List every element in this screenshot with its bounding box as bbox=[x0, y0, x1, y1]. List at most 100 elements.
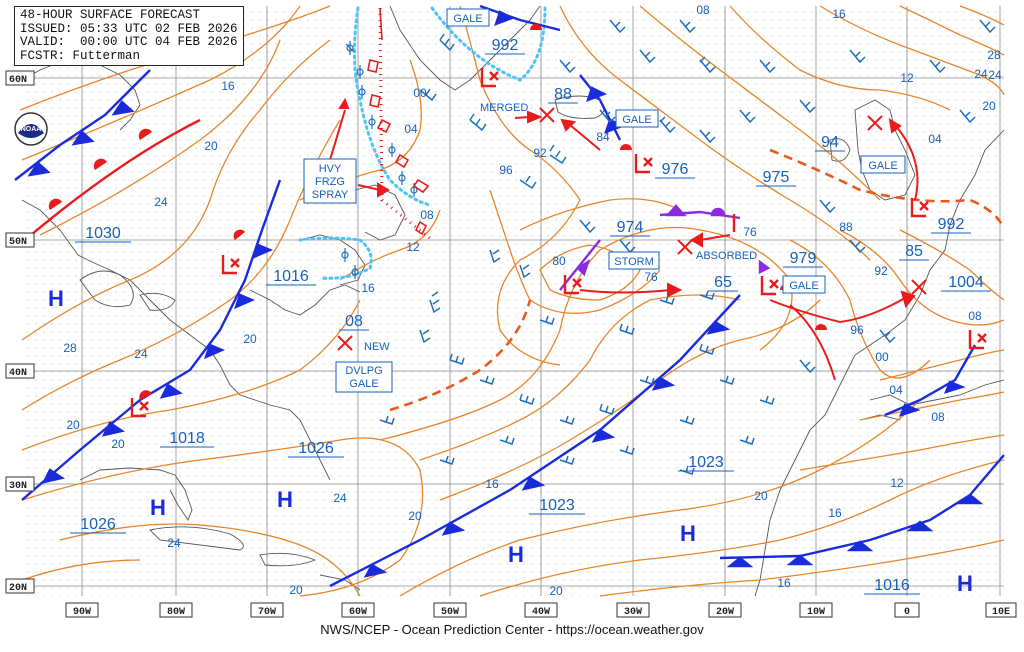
high-pressure: 1026 bbox=[298, 440, 334, 457]
lon-40w: 40W bbox=[532, 607, 550, 618]
lat-60n: 60N bbox=[9, 75, 27, 86]
header-issued: ISSUED: 05:33 UTC 02 FEB 2026 bbox=[20, 21, 238, 36]
isobar-label: 08 bbox=[420, 208, 434, 222]
isobar-label: 28 bbox=[63, 341, 77, 355]
coastlines bbox=[21, 5, 1005, 597]
isobar-label: 20 bbox=[243, 332, 257, 346]
high-pressure: 1026 bbox=[80, 516, 116, 533]
high-pressure: 1016 bbox=[874, 577, 910, 594]
annotations: MERGED ABSORBED NEW bbox=[364, 102, 757, 353]
isobar-label: 20 bbox=[289, 583, 303, 597]
lon-60w: 60W bbox=[349, 607, 367, 618]
isobar-label: 20 bbox=[204, 139, 218, 153]
isobar-label: 12 bbox=[890, 476, 904, 490]
isobar-label: 04 bbox=[404, 122, 418, 136]
isobar-label: 16 bbox=[361, 281, 375, 295]
isobar-labels: 16 20 24 28 24 20 20 24 20 24 20 16 00 0… bbox=[63, 3, 1002, 598]
isobar-label: 16 bbox=[221, 79, 235, 93]
freezing-spray-symbols bbox=[341, 41, 418, 279]
forecast-header: 48-HOUR SURFACE FORECAST ISSUED: 05:33 UT… bbox=[14, 6, 244, 66]
isobar-label: 84 bbox=[596, 130, 610, 144]
lon-20w: 20W bbox=[716, 607, 734, 618]
hvy-frzg-spray-line3: SPRAY bbox=[312, 189, 349, 201]
low-pressure: 1004 bbox=[948, 274, 984, 291]
isobar-label: 24 bbox=[333, 491, 347, 505]
isobar-label: 20 bbox=[66, 418, 80, 432]
isobar-label: 04 bbox=[928, 132, 942, 146]
high-symbol: H bbox=[48, 286, 64, 311]
lat-50n: 50N bbox=[9, 237, 27, 248]
noaa-logo: NOAA bbox=[14, 112, 48, 146]
isobar-label: 24 bbox=[988, 68, 1002, 82]
new-label: NEW bbox=[364, 341, 390, 353]
isobar-label: 24 bbox=[974, 67, 988, 81]
lon-30w: 30W bbox=[624, 607, 642, 618]
occluded-fronts bbox=[559, 204, 771, 291]
gale-label: GALE bbox=[789, 280, 818, 292]
header-forecaster: FCSTR: Futterman bbox=[20, 48, 141, 63]
header-title: 48-HOUR SURFACE FORECAST bbox=[20, 8, 201, 22]
lon-10w: 10W bbox=[807, 607, 825, 618]
isobar-label: 08 bbox=[931, 410, 945, 424]
low-pressure: 88 bbox=[554, 86, 572, 103]
lat-40n: 40N bbox=[9, 368, 27, 379]
lon-70w: 70W bbox=[258, 607, 276, 618]
storm-label: STORM bbox=[614, 256, 654, 268]
isobar-label: 20 bbox=[408, 509, 422, 523]
dissipating-lows bbox=[337, 107, 927, 351]
lat-20n: 20N bbox=[9, 583, 27, 594]
isobar-label: 92 bbox=[874, 264, 888, 278]
high-symbol: H bbox=[957, 571, 973, 596]
isobar-label: 76 bbox=[743, 225, 757, 239]
isobar-label: 04 bbox=[889, 383, 903, 397]
isobar-label: 80 bbox=[552, 254, 566, 268]
high-pressure: 1018 bbox=[169, 430, 205, 447]
isobar-label: 24 bbox=[167, 536, 181, 550]
isobar-label: 96 bbox=[499, 163, 513, 177]
high-pressure: 1023 bbox=[539, 497, 575, 514]
high-symbol: H bbox=[680, 521, 696, 546]
low-pressure: 94 bbox=[821, 134, 839, 151]
merged-label: MERGED bbox=[480, 102, 528, 114]
lat-30n: 30N bbox=[9, 481, 27, 492]
noaa-logo-text: NOAA bbox=[21, 126, 42, 133]
isobar-label: 20 bbox=[982, 99, 996, 113]
low-pressure: 08 bbox=[345, 313, 363, 330]
isobar-label: 24 bbox=[154, 195, 168, 209]
absorbed-label: ABSORBED bbox=[696, 250, 757, 262]
isobar-label: 20 bbox=[754, 489, 768, 503]
isobar-label: 16 bbox=[832, 7, 846, 21]
gale-label: GALE bbox=[868, 160, 897, 172]
low-pressure: 1016 bbox=[273, 268, 309, 285]
high-symbol: H bbox=[508, 542, 524, 567]
latitude-labels: 60N 50N 40N 30N 20N bbox=[5, 70, 35, 594]
isobar-label: 76 bbox=[644, 270, 658, 284]
lon-90w: 90W bbox=[73, 607, 91, 618]
isobar-label: 20 bbox=[111, 437, 125, 451]
isobar-label: 24 bbox=[134, 347, 148, 361]
isobar-label: 16 bbox=[777, 576, 791, 590]
wind-barbs bbox=[379, 19, 996, 475]
isobar-label: 12 bbox=[406, 240, 420, 254]
low-pressure: 992 bbox=[938, 216, 965, 233]
lon-10e: 10E bbox=[992, 607, 1010, 618]
longitude-labels: 90W 80W 70W 60W 50W 40W 30W 20W 10W 0 10… bbox=[65, 602, 1017, 618]
footer-credit: NWS/NCEP - Ocean Prediction Center - htt… bbox=[320, 622, 704, 637]
warm-fronts bbox=[48, 24, 827, 400]
cold-fronts bbox=[14, 4, 1005, 588]
high-pressure: 1030 bbox=[85, 225, 121, 242]
low-pressure: 976 bbox=[662, 161, 689, 178]
dvlpg-gale-line1: DVLPG bbox=[345, 365, 382, 377]
low-pressure: 979 bbox=[790, 250, 817, 267]
hvy-frzg-spray-line2: FRZG bbox=[315, 176, 345, 188]
low-pressure: 974 bbox=[617, 219, 644, 236]
isobar-label: 20 bbox=[549, 584, 563, 598]
isobar-label: 00 bbox=[413, 86, 427, 100]
low-pressure: 85 bbox=[905, 243, 923, 260]
troughs bbox=[389, 148, 1006, 412]
lon-80w: 80W bbox=[167, 607, 185, 618]
isobar-label: 16 bbox=[828, 506, 842, 520]
hvy-frzg-spray-line1: HVY bbox=[319, 163, 342, 175]
isobar-label: 08 bbox=[696, 3, 710, 17]
